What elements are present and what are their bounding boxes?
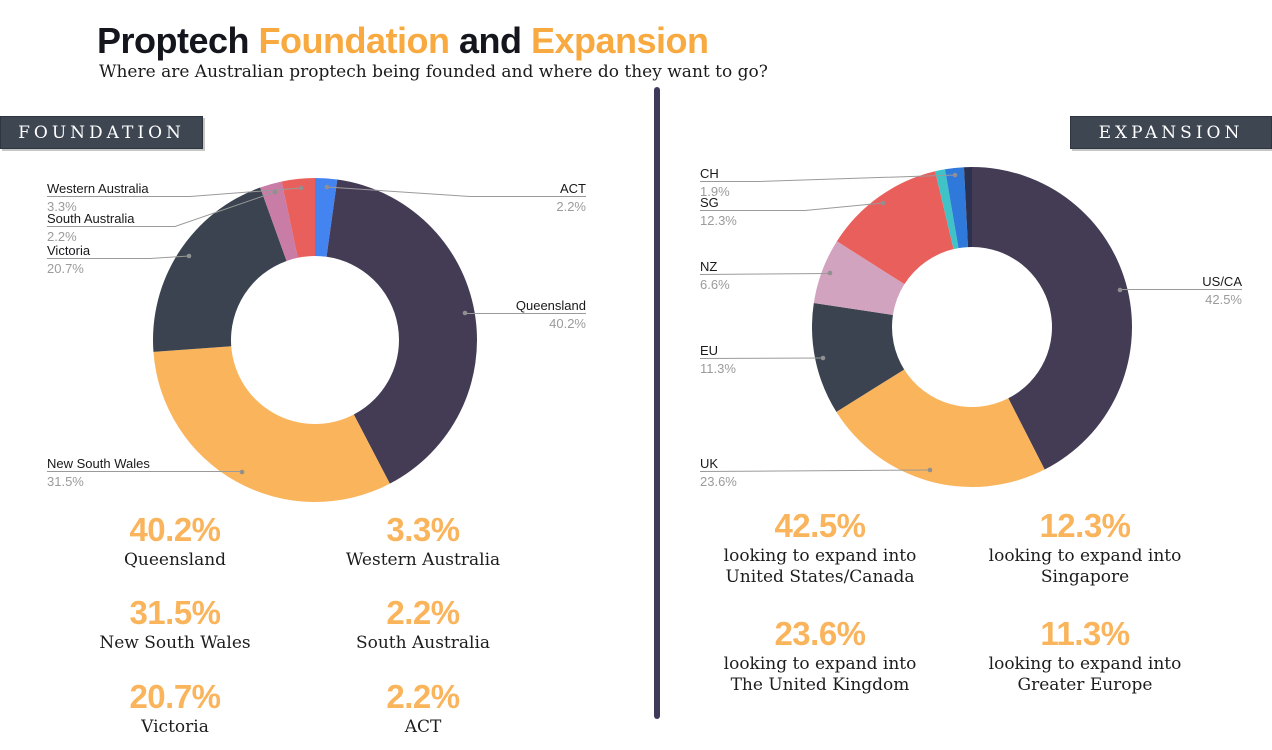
stat-label: Queensland <box>123 550 227 570</box>
stat-line1: looking to expand into <box>988 654 1182 674</box>
callout-name: ACT <box>560 181 586 196</box>
donut-segment-western-australia <box>281 178 315 258</box>
page-title: Proptech Foundation and Expansion <box>97 20 709 62</box>
stat-value: 11.3% <box>1040 615 1130 652</box>
donut-segment-eu <box>812 302 905 412</box>
stat-value: 42.5% <box>774 507 866 544</box>
callout-queensland: Queensland 40.2% <box>516 298 586 331</box>
stat-label: Western Australia <box>345 550 501 570</box>
stat-line1: looking to expand into <box>723 546 917 566</box>
donut-segment-victoria <box>153 187 287 352</box>
callout-us-ca: US/CA 42.5% <box>1202 274 1242 307</box>
stat-south-australia: 2.2% South Australia <box>293 595 553 654</box>
stat-value: 3.3% <box>386 511 460 548</box>
stat-victoria: 20.7% Victoria <box>45 679 305 738</box>
callout-pct: 6.6% <box>700 277 730 292</box>
donut-segment-unlabeled <box>963 167 972 248</box>
stat-label: New South Wales <box>99 633 251 653</box>
callout-pct: 1.9% <box>700 184 730 199</box>
callout-pct: 42.5% <box>1205 292 1242 307</box>
callout-name: NZ <box>700 259 718 274</box>
stat-value: 23.6% <box>774 615 866 652</box>
stat-greater-europe: 11.3% looking to expand into Greater Eur… <box>935 616 1235 696</box>
callout-name: Queensland <box>515 298 586 313</box>
stat-line2: United States/Canada <box>725 567 915 587</box>
callout-name: Victoria <box>47 243 91 258</box>
callout-name: EU <box>700 343 719 358</box>
stat-queensland: 40.2% Queensland <box>45 512 305 571</box>
callout-pct: 3.3% <box>47 199 77 214</box>
stat-act: 2.2% ACT <box>293 679 553 738</box>
stat-value: 2.2% <box>386 594 460 631</box>
stat-line2: The United Kingdom <box>730 675 910 695</box>
callout-act: ACT 2.2% <box>556 181 586 214</box>
donut-segment-us-ca <box>972 167 1132 470</box>
title-part: Foundation <box>258 20 450 61</box>
stat-line1: looking to expand into <box>723 654 917 674</box>
stat-line1: looking to expand into <box>988 546 1182 566</box>
callout-name: US/CA <box>1202 274 1242 289</box>
stat-new-south-wales: 31.5% New South Wales <box>45 595 305 654</box>
callout-pct: 40.2% <box>549 316 586 331</box>
callout-victoria: Victoria 20.7% <box>47 243 90 276</box>
stat-label: South Australia <box>355 633 491 653</box>
callout-south-australia: South Australia 2.2% <box>47 211 134 244</box>
stat-label: ACT <box>404 717 442 737</box>
donut-segment-queensland <box>326 179 477 484</box>
stat-value: 20.7% <box>129 678 221 715</box>
callout-name: New South Wales <box>47 456 150 471</box>
title-part: Expansion <box>531 20 709 61</box>
callout-pct: 12.3% <box>700 213 737 228</box>
callout-ch: CH 1.9% <box>700 166 730 199</box>
stat-value: 40.2% <box>129 511 221 548</box>
donut-segment-sg <box>836 171 954 285</box>
expansion-donut-chart <box>812 167 1132 487</box>
donut-segment-act <box>315 178 338 257</box>
stat-line2: Singapore <box>1040 567 1130 587</box>
callout-name: SG <box>700 195 719 210</box>
stat-label: Victoria <box>141 717 209 737</box>
callout-eu: EU 11.3% <box>700 343 736 376</box>
callout-pct: 20.7% <box>47 261 84 276</box>
stat-line2: Greater Europe <box>1017 675 1153 695</box>
page-subtitle: Where are Australian proptech being foun… <box>99 62 768 82</box>
stat-value: 12.3% <box>1039 507 1131 544</box>
foundation-banner: FOUNDATION <box>0 116 203 149</box>
stat-value: 2.2% <box>386 678 460 715</box>
callout-nz: NZ 6.6% <box>700 259 730 292</box>
callout-pct: 2.2% <box>47 229 77 244</box>
expansion-banner-label: EXPANSION <box>1098 122 1244 143</box>
callout-pct: 31.5% <box>47 474 84 489</box>
stat-value: 31.5% <box>129 594 221 631</box>
title-part: and <box>449 20 531 61</box>
callout-pct: 11.3% <box>700 361 736 376</box>
stat-us-canada: 42.5% looking to expand into United Stat… <box>670 508 970 588</box>
callout-western-australia: Western Australia 3.3% <box>47 181 149 214</box>
callout-name: UK <box>700 456 719 471</box>
donut-segment-ch <box>944 167 968 249</box>
stat-singapore: 12.3% looking to expand into Singapore <box>935 508 1235 588</box>
callout-new-south-wales: New South Wales 31.5% <box>47 456 150 489</box>
callout-name: Western Australia <box>47 181 149 196</box>
callout-sg: SG 12.3% <box>700 195 737 228</box>
callout-name: CH <box>700 166 719 181</box>
donut-segment-uk <box>836 369 1045 487</box>
title-part: Proptech <box>97 20 259 61</box>
callout-name: South Australia <box>47 211 135 226</box>
stat-united-kingdom: 23.6% looking to expand into The United … <box>670 616 970 696</box>
foundation-banner-label: FOUNDATION <box>18 122 185 143</box>
expansion-banner: EXPANSION <box>1070 116 1272 149</box>
foundation-donut-chart <box>153 178 477 502</box>
donut-segment-new-south-wales <box>153 346 390 502</box>
donut-segment-unlabeled <box>935 169 959 250</box>
callout-uk: UK 23.6% <box>700 456 737 489</box>
donut-segment-nz <box>813 241 905 315</box>
stat-western-australia: 3.3% Western Australia <box>293 512 553 571</box>
callout-pct: 23.6% <box>700 474 737 489</box>
callout-pct: 2.2% <box>556 199 586 214</box>
vertical-divider <box>654 87 660 719</box>
